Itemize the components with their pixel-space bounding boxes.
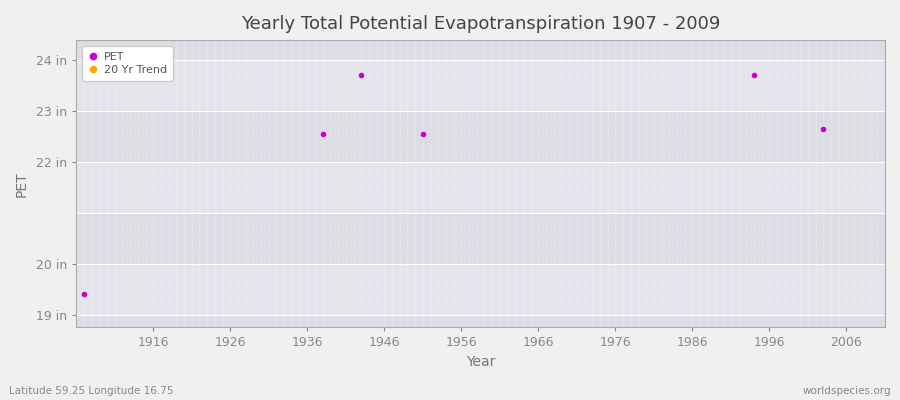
PET: [747, 72, 761, 78]
PET: [416, 131, 430, 137]
PET: [816, 126, 831, 132]
Text: worldspecies.org: worldspecies.org: [803, 386, 891, 396]
PET: [76, 291, 91, 298]
Title: Yearly Total Potential Evapotranspiration 1907 - 2009: Yearly Total Potential Evapotranspiratio…: [241, 15, 720, 33]
Bar: [76, 111, 885, 162]
PET: [316, 131, 330, 137]
X-axis label: Year: Year: [466, 355, 495, 369]
Bar: [76, 315, 885, 328]
Bar: [76, 264, 885, 315]
Text: Latitude 59.25 Longitude 16.75: Latitude 59.25 Longitude 16.75: [9, 386, 174, 396]
Y-axis label: PET: PET: [15, 171, 29, 196]
PET: [354, 72, 368, 78]
Bar: [76, 40, 885, 60]
Bar: [76, 213, 885, 264]
Legend: PET, 20 Yr Trend: PET, 20 Yr Trend: [82, 46, 173, 80]
Bar: [76, 162, 885, 213]
Bar: [76, 60, 885, 111]
